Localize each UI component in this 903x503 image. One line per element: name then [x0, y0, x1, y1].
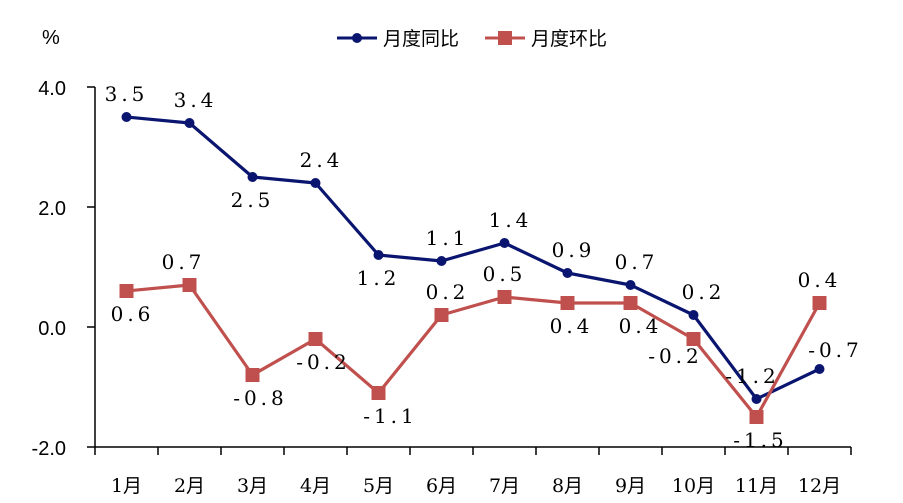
series-2-point: [560, 296, 575, 310]
series-1-data-label: 0.7: [615, 250, 659, 274]
series-1-point: [814, 364, 825, 374]
series-2-point: [623, 296, 638, 310]
series-2-data-label: -0.8: [233, 386, 288, 410]
x-tick-labels: 1月 2月 3月 4月 5月 6月 7月 8月 9月 10月 11月 12月: [111, 475, 841, 497]
series-1-point: [562, 268, 573, 278]
series-1-data-label: 1.2: [357, 266, 401, 290]
x-tick-label: 3月: [237, 475, 268, 497]
x-tick-label: 10月: [672, 475, 715, 497]
series-2-data-label: 0.4: [550, 314, 594, 338]
legend-label-2: 月度环比: [531, 28, 607, 50]
x-tick-label: 8月: [552, 475, 583, 497]
series-line-1: [126, 115, 821, 401]
series-1-point: [436, 256, 447, 266]
series-2-point: [497, 290, 512, 304]
series-2-data-label: -0.2: [296, 350, 351, 374]
series-1-point: [688, 310, 699, 320]
series-2-data-label: 0.4: [798, 268, 842, 292]
series-2-data-label: 0.5: [483, 262, 527, 286]
series-2-point: [371, 386, 386, 400]
series-1-data-label: 3.5: [105, 82, 149, 106]
series-2-data-label: -0.2: [648, 344, 703, 368]
series-1-point: [121, 112, 132, 122]
axes: [87, 86, 852, 455]
series-1-data-label: 1.1: [426, 226, 470, 250]
series-2-point: [245, 368, 260, 382]
series-1-point: [310, 178, 321, 188]
series-2-point: [182, 278, 197, 292]
legend: 月度同比 月度环比: [337, 28, 607, 50]
y-tick-label: 4.0: [38, 78, 66, 100]
series-1-data-label: 0.2: [682, 280, 726, 304]
series-1-point: [373, 250, 384, 260]
series-1-data-label: 2.4: [300, 148, 344, 172]
x-tick-label: 12月: [798, 475, 841, 497]
series-2-point: [119, 284, 134, 298]
series-1-point: [625, 280, 636, 290]
x-tick-label: 2月: [174, 475, 205, 497]
series-1-data-label: -1.2: [725, 364, 780, 388]
data-labels: 3.5 3.4 2.5 2.4 1.2 1.1 1.4 0.9 0.7 0.2 -1.2 -0.7 0.…: [105, 82, 863, 452]
series-1-data-label: 2.5: [231, 188, 275, 212]
x-tick-label: 9月: [615, 475, 646, 497]
y-tick-label: -2.0: [32, 438, 66, 460]
x-tick-label: 6月: [426, 475, 457, 497]
series-1-point: [499, 238, 510, 248]
series-1-data-label: 0.9: [552, 238, 596, 262]
x-tick-label: 7月: [489, 475, 520, 497]
series-1-point: [184, 118, 195, 128]
series-2-data-label: 0.2: [426, 280, 470, 304]
series-2-point: [434, 308, 449, 322]
x-tick-label: 4月: [300, 475, 331, 497]
series-2-data-label: -1.5: [733, 428, 788, 452]
x-tick-label: 5月: [363, 475, 394, 497]
x-tick-label: 11月: [735, 475, 778, 497]
series-1-point: [751, 394, 762, 404]
series-group: [119, 112, 827, 424]
legend-label-1: 月度同比: [383, 28, 459, 50]
series-1-point: [247, 172, 258, 182]
series-2-point: [812, 296, 827, 310]
series-1-data-label: 1.4: [489, 208, 533, 232]
series-line-2: [126, 283, 821, 419]
y-unit-label: %: [42, 27, 60, 49]
series-2-data-label: 0.4: [619, 314, 663, 338]
series-1-data-label: 3.4: [174, 88, 218, 112]
series-1-data-label: -0.7: [808, 338, 863, 362]
series-2-point: [749, 410, 764, 424]
x-tick-label: 1月: [111, 475, 142, 497]
legend-marker-circle: [352, 33, 362, 43]
legend-marker-square: [498, 31, 512, 45]
series-2-point: [686, 332, 701, 346]
series-2-data-label: 0.6: [111, 302, 155, 326]
y-tick-label: 2.0: [38, 198, 66, 220]
y-tick-label: 0.0: [38, 318, 66, 340]
series-2-data-label: 0.7: [162, 250, 206, 274]
series-2-point: [308, 332, 323, 346]
y-tick-labels: -2.0 0.0 2.0 4.0: [32, 78, 66, 460]
series-2-data-label: -1.1: [363, 404, 418, 428]
